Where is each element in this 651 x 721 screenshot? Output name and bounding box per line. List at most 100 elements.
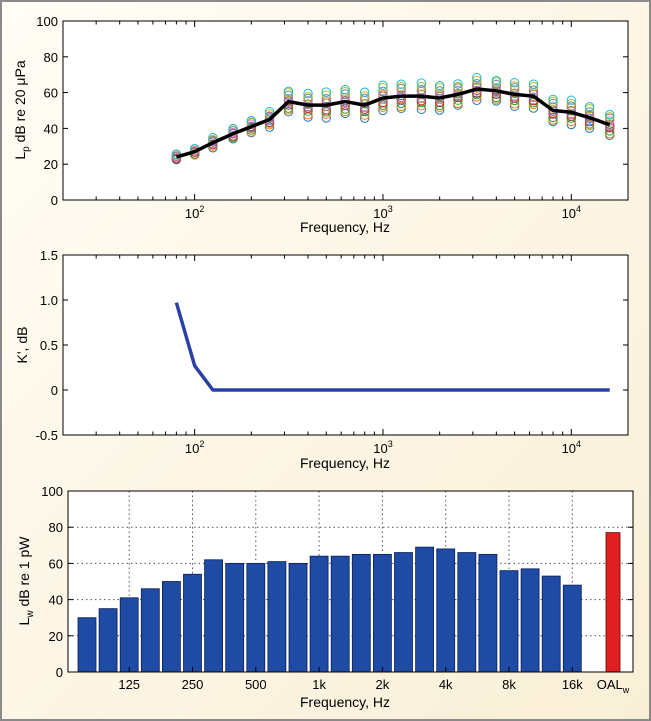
measurement-marker: [605, 109, 615, 120]
x-tick-label: 104: [562, 439, 581, 456]
measurement-marker: [416, 89, 427, 100]
x-tick-label: 102: [185, 439, 204, 456]
measurement-marker: [360, 106, 370, 117]
band-bar: [457, 552, 477, 673]
band-bar: [541, 575, 561, 673]
y-tick-label: 60: [49, 556, 63, 571]
band-bar: [478, 553, 498, 673]
plot-area: [62, 20, 629, 201]
measurement-marker: [264, 122, 275, 132]
measurement-marker: [434, 80, 445, 91]
x-tick-label: 500: [245, 677, 267, 692]
y-tick-labels: 0 20 40 60 80 100: [41, 484, 63, 680]
y-tick-label: 0: [56, 665, 63, 680]
panel-sound-pressure-level: 102 103 104 0 20 40 60 80 100 Frequency, Hz Lp …: [12, 14, 629, 235]
measurement-marker: [509, 77, 520, 88]
measurement-marker: [321, 90, 331, 100]
measurement-marker: [548, 112, 558, 123]
measurement-marker: [453, 79, 463, 89]
measurement-marker: [378, 80, 388, 90]
measurement-marker: [472, 95, 482, 105]
y-tick-label: 40: [49, 593, 63, 608]
measurement-marker: [453, 81, 463, 92]
measurement-marker: [303, 106, 313, 116]
measurement-marker: [321, 87, 331, 97]
measurement-marker: [396, 101, 406, 112]
axis-ticks: [63, 254, 628, 436]
y-tick-labels: -0.5 0 0.5 1.0 1.5: [36, 248, 58, 443]
measurement-marker: [472, 75, 482, 86]
measurement-marker: [416, 101, 427, 111]
band-bar: [225, 563, 245, 673]
measurement-marker: [360, 113, 370, 123]
measurement-marker: [566, 116, 577, 127]
y-tick-label: -0.5: [36, 428, 58, 443]
band-bar: [372, 553, 392, 673]
band-bar: [246, 563, 266, 673]
y-tick-label: 80: [49, 520, 63, 535]
measurement-marker: [453, 98, 463, 109]
x-tick-labels: 102 103 104: [185, 439, 581, 456]
band-bar: [204, 559, 224, 673]
band-bar: [394, 552, 413, 673]
measurement-marker: [434, 105, 445, 115]
measurement-marker: [378, 82, 388, 93]
y-tick-label: 20: [49, 629, 63, 644]
axis-ticks: [67, 490, 634, 673]
y-axis-label: K', dB: [14, 327, 30, 364]
measurement-marker: [584, 123, 595, 133]
measurement-marker: [605, 129, 615, 139]
plot-frame: [67, 490, 634, 673]
measurement-marker: [416, 82, 427, 92]
y-tick-label: 0: [51, 383, 58, 398]
band-bar: [288, 563, 308, 673]
measurement-marker: [566, 95, 577, 105]
measurement-marker: [605, 112, 615, 122]
x-axis-label: Frequency, Hz: [300, 219, 390, 235]
measurement-marker: [340, 84, 350, 95]
measurement-marker: [340, 89, 350, 99]
measurement-marker: [584, 102, 595, 112]
band-bar: [330, 555, 350, 673]
measurement-marker: [360, 91, 370, 101]
axis-ticks: [63, 20, 628, 201]
measurement-marker: [472, 72, 482, 83]
band-bar: [183, 573, 202, 673]
mean-level-line: [175, 87, 611, 159]
y-tick-label: 60: [44, 86, 58, 101]
x-tick-label: 103: [373, 204, 392, 221]
oal-bar: [605, 532, 621, 673]
band-bar: [351, 553, 371, 673]
x-tick-label: 103: [373, 439, 392, 456]
x-tick-label: 1k: [312, 677, 326, 692]
measurement-marker: [264, 106, 275, 117]
y-tick-label: 0: [51, 193, 58, 208]
y-tick-label: 80: [44, 50, 58, 65]
measurement-marker: [528, 82, 539, 92]
measurement-marker: [378, 100, 388, 110]
band-bar: [499, 570, 519, 673]
measurement-marker: [360, 87, 370, 97]
measurement-marker: [340, 106, 350, 117]
measurement-marker: [378, 105, 388, 116]
x-tick-label: 2k: [376, 677, 390, 692]
x-axis-label: Frequency, Hz: [300, 455, 390, 471]
x-tick-label: 8k: [502, 677, 516, 692]
y-axis-label: Lp dB re 20 μPa: [12, 60, 32, 159]
band-bar: [140, 588, 160, 673]
measurement-marker: [491, 75, 502, 86]
band-bar: [520, 568, 540, 673]
x-tick-label: 250: [182, 677, 204, 692]
x-tick-label: 104: [562, 204, 581, 221]
y-tick-label: 1.0: [40, 293, 58, 308]
measurement-marker: [321, 109, 331, 119]
y-tick-label: 0.5: [40, 338, 58, 353]
measurement-marker: [303, 110, 313, 120]
band-bar: [267, 561, 287, 673]
measurement-marker: [434, 100, 445, 111]
measurement-marker: [566, 99, 577, 109]
y-tick-label: 1.5: [40, 248, 58, 263]
band-bars: [77, 532, 621, 673]
measurement-marker: [509, 81, 520, 91]
measurement-marker: [396, 79, 406, 89]
